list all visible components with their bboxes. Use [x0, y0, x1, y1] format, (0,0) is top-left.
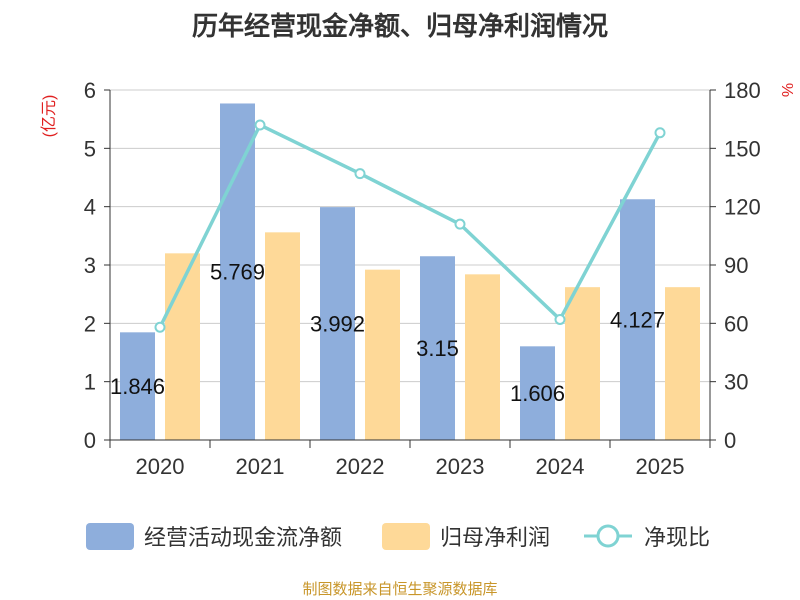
y-left-tick-label: 3: [84, 253, 96, 278]
x-tick-label: 2024: [536, 454, 585, 479]
data-labels: 1.846 5.769 3.992 3.15 1.606 4.127: [110, 260, 665, 406]
bar-net-profit-2021[interactable]: [265, 232, 300, 440]
y-right-tick-label: 180: [724, 78, 761, 103]
y-right-tick-label: 30: [724, 370, 748, 395]
y-left-tick-label: 4: [84, 195, 96, 220]
legend-label-net-profit: 归母净利润: [440, 526, 551, 551]
data-label-cashflow-2024: 1.606: [510, 381, 565, 406]
bar-net-profit-2024[interactable]: [565, 287, 600, 440]
data-label-cashflow-2021: 5.769: [210, 260, 265, 285]
y-left-tick-label: 6: [84, 78, 96, 103]
ratio-point-2021[interactable]: [254, 119, 266, 131]
ratio-line: [154, 119, 666, 333]
bar-cashflow-2025[interactable]: [620, 199, 655, 440]
ratio-point-2024[interactable]: [554, 313, 566, 325]
grid-lines: [110, 89, 710, 383]
bar-cashflow-2020[interactable]: [120, 332, 155, 440]
legend-label-cashflow: 经营活动现金流净额: [144, 526, 343, 551]
legend-swatch-net-profit: [382, 522, 430, 550]
bar-cashflow-2023[interactable]: [420, 256, 455, 440]
ratio-line-path: [158, 122, 662, 328]
legend-item-net-profit[interactable]: 归母净利润: [382, 516, 550, 556]
y-left-tick-label: 0: [84, 428, 96, 453]
ratio-point-2020[interactable]: [154, 321, 166, 333]
chart-title: 历年经营现金净额、归母净利润情况: [191, 12, 608, 42]
data-label-cashflow-2023: 3.15: [416, 336, 459, 361]
bar-net-profit-2025[interactable]: [665, 287, 700, 440]
x-tick-label: 2021: [236, 454, 285, 479]
ratio-point-2025[interactable]: [654, 127, 666, 139]
legend-item-cashflow[interactable]: 经营活动现金流净额: [86, 516, 342, 556]
data-label-cashflow-2022: 3.992: [310, 312, 365, 337]
legend-label-ratio: 净现比: [644, 526, 711, 551]
y-right-tick-label: 120: [724, 195, 761, 220]
bar-cashflow-2022[interactable]: [320, 207, 355, 440]
legend: 经营活动现金流净额 归母净利润 净现比: [0, 516, 800, 556]
bar-net-profit-2023[interactable]: [465, 274, 500, 440]
y-right-tick-label: 60: [724, 311, 748, 336]
y-right-axis-label: %: [778, 83, 795, 97]
legend-swatch-ratio: [584, 524, 632, 548]
x-tick-label: 2020: [136, 454, 185, 479]
y-right-tick-label: 150: [724, 136, 761, 161]
bars: [120, 103, 700, 440]
data-label-cashflow-2020: 1.846: [110, 374, 165, 399]
ratio-point-2022[interactable]: [354, 168, 366, 180]
bar-net-profit-2022[interactable]: [365, 269, 400, 440]
y-left-tick-label: 1: [84, 370, 96, 395]
x-tick-label: 2023: [436, 454, 485, 479]
legend-item-ratio[interactable]: 净现比: [582, 516, 710, 556]
y-right-tick-label: 0: [724, 428, 736, 453]
legend-swatch-cashflow: [86, 522, 134, 550]
y-right-tick-label: 90: [724, 253, 748, 278]
x-tick-label: 2022: [336, 454, 385, 479]
ratio-point-2023[interactable]: [454, 218, 466, 230]
y-left-axis-label: (亿元): [40, 95, 58, 138]
source-note: 制图数据来自恒生聚源数据库: [302, 580, 498, 598]
y-left-tick-label: 5: [84, 136, 96, 161]
data-label-cashflow-2025: 4.127: [610, 308, 665, 333]
y-left-tick-label: 2: [84, 311, 96, 336]
bar-cashflow-2024[interactable]: [520, 346, 555, 440]
bar-cashflow-2021[interactable]: [220, 103, 255, 440]
x-tick-label: 2025: [636, 454, 685, 479]
